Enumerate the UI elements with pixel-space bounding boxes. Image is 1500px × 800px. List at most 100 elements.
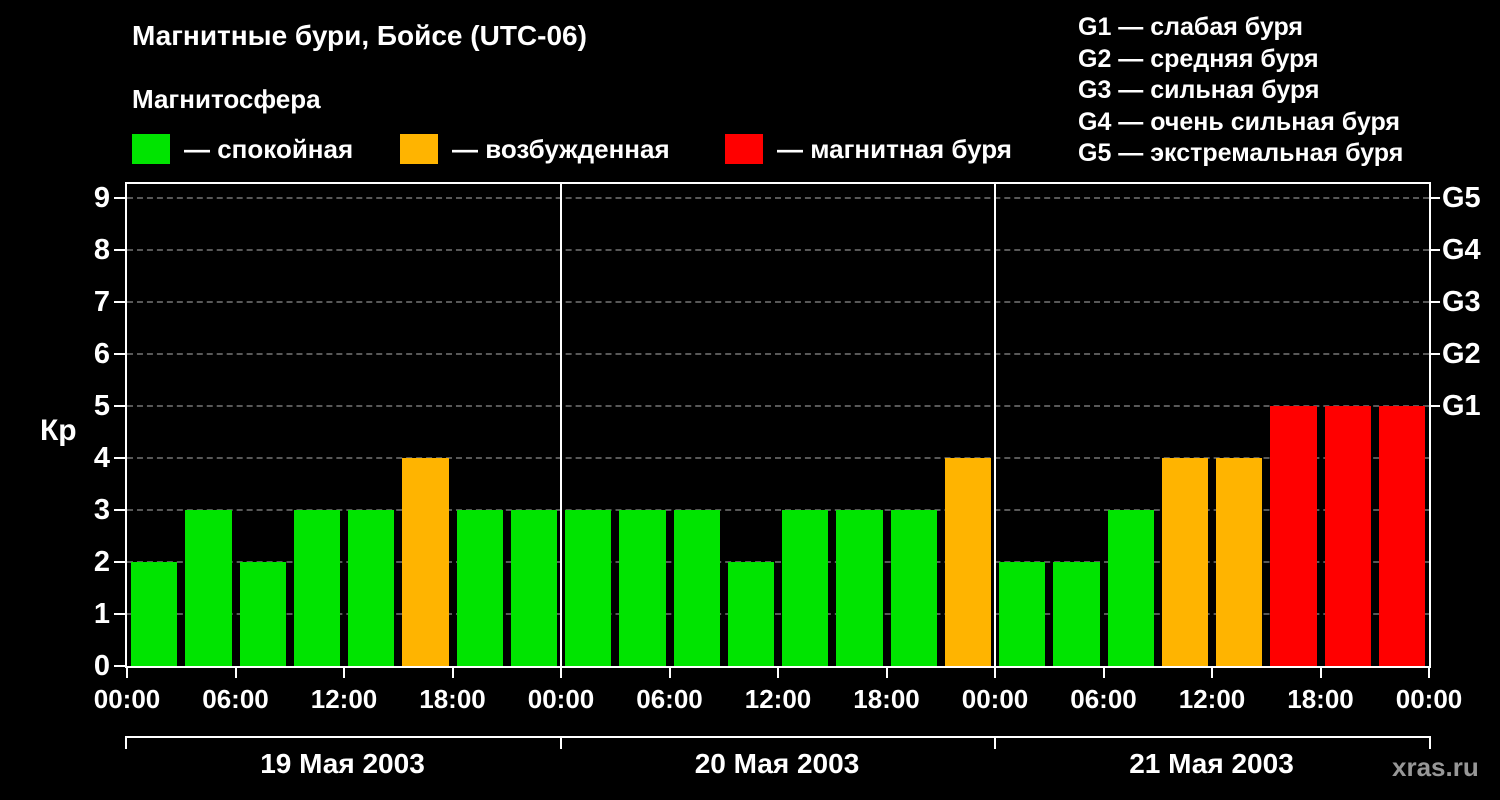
kp-bar [565,510,612,666]
x-tick-mark [885,668,888,678]
date-label: 19 Мая 2003 [260,748,425,779]
x-tick-mark [994,668,996,678]
y-tick-mark [114,249,125,251]
y-tick-mark [114,561,125,563]
plot-area [125,182,1431,668]
gridline-kp-7 [127,301,1429,303]
kp-bar [1216,458,1263,666]
y-tick-label: 7 [93,286,110,318]
kp-bar [131,562,178,666]
x-tick-label: 18:00 [419,684,486,714]
x-tick-mark [777,668,779,678]
x-tick-label: 06:00 [1070,684,1137,714]
g-axis-label: G4 [1442,234,1481,266]
x-tick-mark [1428,668,1430,678]
kp-bar [673,510,720,666]
kp-bar [944,458,991,666]
legend-swatch-excited [400,134,438,164]
page-title: Магнитные бури, Бойсе (UTC-06) [132,20,587,51]
g-tick-mark [1429,197,1440,199]
watermark: xras.ru [1392,752,1479,782]
x-tick-mark [1211,668,1213,678]
y-tick-mark [114,665,125,667]
kp-bar [999,562,1046,666]
y-tick-mark [114,301,125,303]
x-tick-mark [126,668,128,678]
kp-bar [185,510,232,666]
y-tick-mark [114,197,125,199]
legend-item-quiet: — спокойная [132,133,353,165]
kp-bar [1107,510,1154,666]
kp-bar [239,562,286,666]
y-tick-label: 4 [93,442,110,474]
legend-label-quiet: — спокойная [184,133,354,164]
storm-scale-line-g1: G1 — слабая буря [1078,13,1304,41]
storm-scale-line-g4: G4 — очень сильная буря [1078,107,1400,136]
x-tick-label: 18:00 [853,684,920,714]
y-tick-label: 8 [93,234,110,266]
gridline-kp-4 [127,457,1429,459]
storm-scale-line-g2: G2 — средняя буря [1078,44,1319,73]
y-tick-mark [114,353,125,355]
y-tick-label: 1 [93,598,110,630]
date-label: 20 Мая 2003 [694,748,860,779]
x-tick-label: 12:00 [1178,684,1246,714]
x-tick-label: 12:00 [744,684,812,714]
legend-label-storm: — магнитная буря [777,133,1012,164]
kp-bar [1161,458,1208,666]
date-axis-tick [994,736,996,749]
kp-bar [456,510,503,666]
y-tick-label: 3 [93,494,110,526]
y-tick-mark [114,405,125,407]
gridline-kp-5 [127,405,1429,407]
g-axis-label: G3 [1442,286,1481,318]
x-tick-label: 06:00 [202,684,269,714]
g-tick-mark [1429,249,1440,251]
gridline-kp-2 [127,561,1429,563]
x-tick-label: 00:00 [93,684,161,714]
y-tick-label: 0 [93,650,110,682]
magnetosphere-label: Магнитосфера [132,84,321,114]
gridline-kp-9 [127,197,1429,199]
storm-scale-line-g5: G5 — экстремальная буря [1078,139,1404,167]
legend-swatch-quiet [132,134,170,164]
x-tick-label: 00:00 [961,684,1029,714]
date-axis-tick [1429,736,1431,749]
gridline-kp-3 [127,509,1429,511]
date-axis-tick [125,736,127,749]
storm-scale-line-g3: G3 — сильная буря [1078,76,1320,104]
g-axis-label: G1 [1442,390,1481,422]
x-tick-label: 18:00 [1287,684,1354,714]
kp-bar [1053,562,1100,666]
date-label: 21 Мая 2003 [1129,748,1294,779]
legend-item-storm: — магнитная буря [725,133,1012,165]
legend-label-excited: — возбужденная [452,133,670,164]
y-axis-title: Кр [40,414,77,447]
x-tick-label: 00:00 [527,684,595,714]
x-tick-label: 12:00 [310,684,378,714]
x-tick-mark [668,668,671,678]
kp-bar [1270,406,1317,666]
x-tick-mark [343,668,345,678]
y-tick-mark [114,613,125,615]
gridline-kp-6 [127,353,1429,355]
kp-bar [727,562,774,666]
x-tick-label: 06:00 [636,684,703,714]
kp-bar [348,510,395,666]
g-axis-label: G5 [1442,182,1481,214]
x-tick-label: 00:00 [1395,684,1463,714]
gridline-kp-8 [127,249,1429,251]
g-tick-mark [1429,405,1440,407]
g-tick-mark [1429,301,1440,303]
kp-bar [619,510,666,666]
kp-bar [890,510,937,666]
x-tick-mark [1319,668,1322,678]
gridline-kp-1 [127,613,1429,615]
storm-scale-legend: G1 — слабая буря G2 — средняя буря G3 — си… [1078,12,1403,170]
legend-item-excited: — возбужденная [400,133,670,165]
day-separator [994,184,996,666]
y-tick-label: 9 [93,182,110,214]
date-axis-line [125,736,1431,738]
x-tick-mark [560,668,562,678]
date-axis-tick [560,736,562,749]
